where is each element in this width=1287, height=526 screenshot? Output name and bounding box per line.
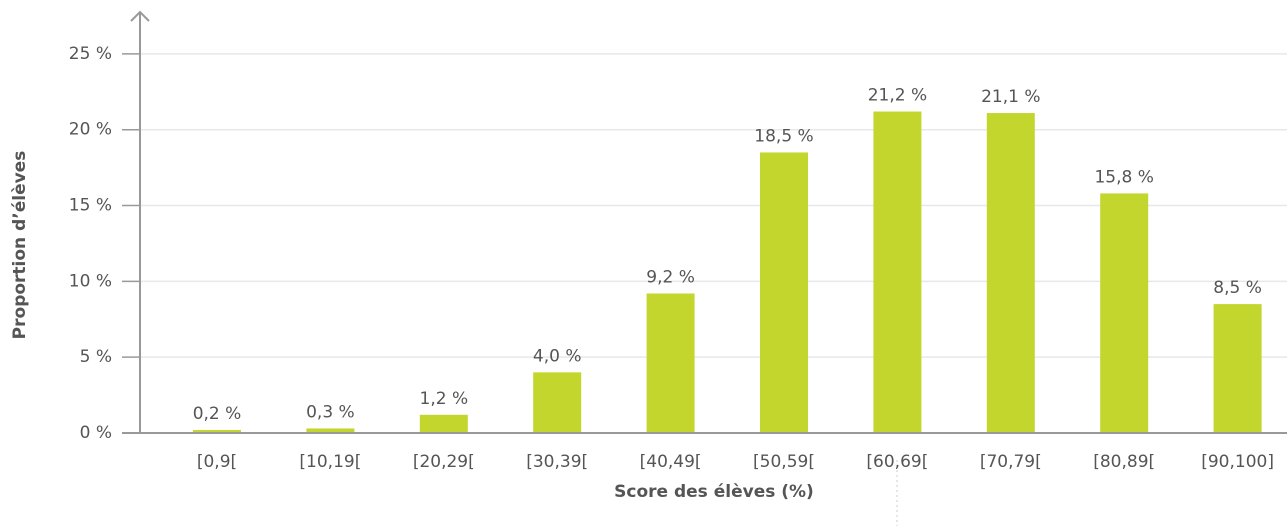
bar [193,429,241,433]
y-tick-label: 10 % [69,271,112,291]
value-label: 1,2 % [420,389,469,409]
value-label: 0,2 % [193,404,242,424]
y-axis-title: Proportion d’élèves [10,151,30,340]
x-tick-label: [0,9[ [197,452,237,472]
x-tick-label: [80,89[ [1093,452,1155,472]
value-label: 9,2 % [646,267,695,287]
value-label: 21,1 % [981,87,1040,107]
x-tick-label: [50,59[ [753,452,815,472]
x-tick-label: [60,69[ [866,452,928,472]
value-label: 21,2 % [868,86,927,106]
value-label: 4,0 % [533,346,582,366]
x-axis-title: Score des élèves (%) [614,482,814,502]
bar [760,152,808,434]
y-tick-label: 15 % [69,196,112,216]
y-axis-arrow [130,10,150,22]
bar [419,414,468,433]
bar [873,111,922,433]
bar [986,113,1035,433]
value-label: 8,5 % [1213,278,1262,298]
value-label: 18,5 % [754,126,813,146]
y-tick-label: 0 % [80,423,112,443]
x-tick-label: [20,29[ [413,452,475,472]
bar [533,372,582,433]
x-tick-label: [40,49[ [640,452,702,472]
x-tick-label: [10,19[ [299,452,361,472]
y-tick-label: 20 % [69,120,112,140]
bar [646,293,695,433]
x-tick-label: [30,39[ [526,452,588,472]
bar [1213,304,1262,433]
bar [1100,193,1149,433]
x-tick-label: [70,79[ [980,452,1042,472]
value-label: 15,8 % [1094,167,1153,187]
y-tick-label: 25 % [69,44,112,64]
y-tick-label: 5 % [80,347,112,367]
x-tick-label: [90,100] [1201,452,1274,472]
value-label: 0,3 % [306,402,355,422]
bar [306,428,355,433]
